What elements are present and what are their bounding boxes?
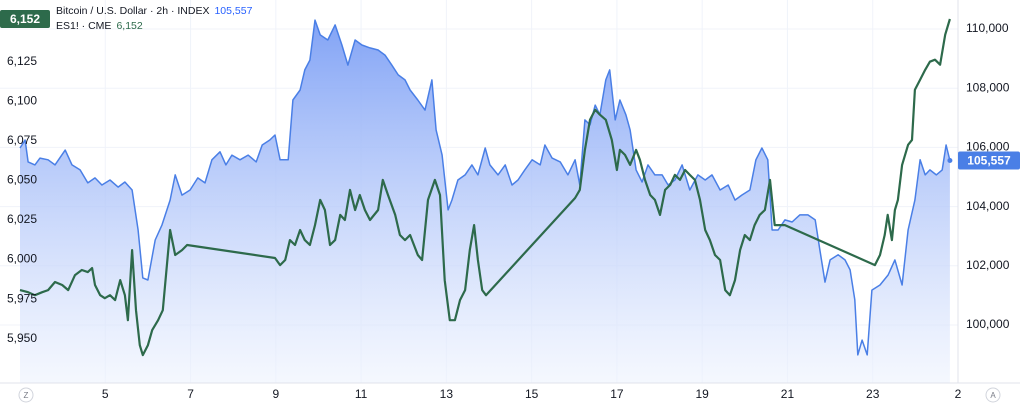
y-tick-label: 6,100 <box>7 93 37 107</box>
area <box>20 20 950 383</box>
y2-tick-label: 102,000 <box>966 258 1010 272</box>
y-tick-label: 5,975 <box>7 291 37 305</box>
line <box>19 19 951 356</box>
price-tag: 6,152 <box>0 9 50 28</box>
x-tick-label: 15 <box>525 387 539 401</box>
price-tag-box <box>958 151 1020 170</box>
x-tick-label: 2 <box>955 387 962 401</box>
x-tick-label: 23 <box>866 387 880 401</box>
zoom-button[interactable] <box>18 387 34 403</box>
y-tick-label: 6,075 <box>7 133 37 147</box>
legend: Bitcoin / U.S. Dollar · 2h · INDEX 105,5… <box>56 5 253 32</box>
x-tick-label: 11 <box>355 387 368 401</box>
price-tag: 105,557 <box>958 151 1020 170</box>
x-tick-label: 21 <box>781 387 795 401</box>
y2-tick-label: 106,000 <box>966 140 1010 154</box>
y2-tick-label: 100,000 <box>966 317 1010 331</box>
y2-tick-label: 104,000 <box>966 199 1010 213</box>
x-tick-label: 9 <box>272 387 279 401</box>
price-tag-label: 105,557 <box>967 154 1011 168</box>
y-tick-label: 6,050 <box>7 173 37 187</box>
x-tick-label: 7 <box>187 387 194 401</box>
price-tag-box <box>0 9 50 28</box>
y-tick-label: 5,950 <box>7 331 37 345</box>
y2-tick-label: 108,000 <box>966 80 1010 94</box>
line <box>19 18 951 357</box>
zoom-button-label[interactable]: Z <box>24 391 29 400</box>
auto-button-label[interactable]: A <box>990 391 996 400</box>
y-tick-label: 6,125 <box>7 54 37 68</box>
legend-value: 6,152 <box>116 20 142 32</box>
y2-tick-label: 110,000 <box>966 21 1009 35</box>
x-tick-label: 17 <box>610 387 624 401</box>
y-tick-label: 6,025 <box>7 212 37 226</box>
y-tick-label: 6,000 <box>7 252 37 266</box>
x-tick-label: 5 <box>102 387 109 401</box>
last-point <box>947 158 953 164</box>
x-tick-label: 13 <box>440 387 454 401</box>
auto-button[interactable] <box>985 387 1001 403</box>
legend-name: ES1! · CME <box>56 20 111 32</box>
price-tag-label: 6,152 <box>10 12 40 26</box>
x-tick-label: 19 <box>696 387 710 401</box>
plot <box>19 18 953 383</box>
legend-value: 105,557 <box>214 5 252 17</box>
legend-name: Bitcoin / U.S. Dollar · 2h · INDEX <box>56 5 209 17</box>
